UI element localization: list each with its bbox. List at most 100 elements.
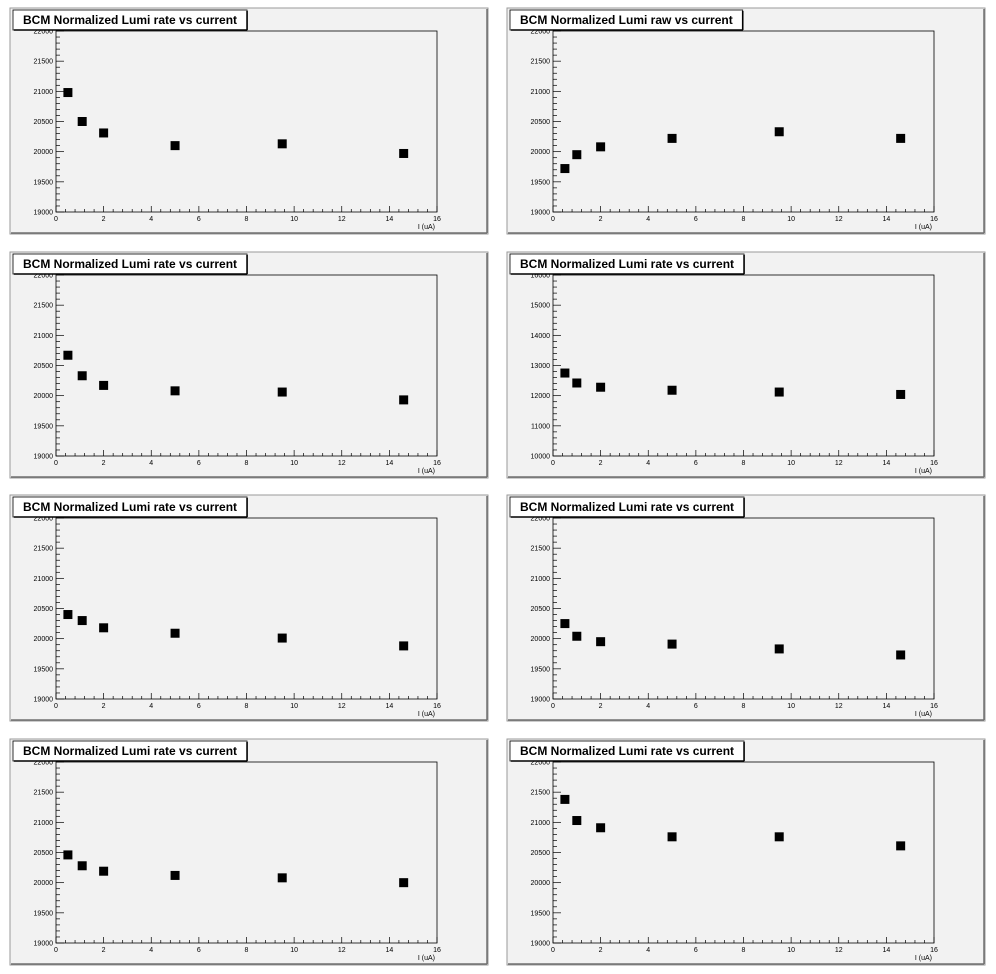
data-point [896,650,906,660]
chart-title: BCM Normalized Lumi rate vs current [520,257,734,271]
y-tick-label: 20500 [531,850,551,857]
y-tick-label: 13000 [531,363,551,370]
x-tick-label: 16 [930,947,938,954]
y-tick-label: 19500 [531,179,551,186]
data-point [667,133,677,143]
x-tick-label: 0 [551,216,555,223]
chart-title: BCM Normalized Lumi raw vs current [520,13,733,27]
x-tick-label: 12 [338,460,346,467]
x-tick-label: 4 [646,703,650,710]
data-point [277,873,287,883]
data-point [170,141,180,151]
x-axis-title: I (uA) [915,468,932,475]
plot-frame [552,761,935,944]
y-tick-label: 21000 [34,89,54,96]
y-tick-label: 19000 [531,697,551,704]
x-tick-label: 16 [930,216,938,223]
y-tick-label: 19000 [531,941,551,948]
y-tick-label: 20000 [34,880,54,887]
x-tick-label: 8 [245,947,249,954]
data-point [774,832,784,842]
x-axis-title: I (uA) [915,955,932,962]
x-tick-label: 8 [742,703,746,710]
plot-frame [552,517,935,700]
data-point [170,628,180,638]
x-tick-label: 6 [694,460,698,467]
chart-panel-6: 0 2 4 6 8 10 12 14 16 19000 19500 20000 20500 21000 21… [506,494,986,722]
y-tick-label: 20500 [34,363,54,370]
chart-panel-3: 0 2 4 6 8 10 12 14 16 19000 19500 20000 20500 21000 21… [9,251,489,479]
plot-frame [55,517,438,700]
data-point [596,382,606,392]
y-tick-label: 20500 [34,606,54,613]
x-axis-title: I (uA) [915,224,932,231]
chart-title-box: BCM Normalized Lumi rate vs current [12,740,248,762]
x-tick-label: 14 [882,947,890,954]
x-tick-label: 10 [290,460,298,467]
data-point [774,127,784,137]
chart-title-box: BCM Normalized Lumi rate vs current [509,253,745,275]
x-tick-label: 6 [197,460,201,467]
data-point [572,150,582,160]
x-tick-label: 4 [646,947,650,954]
x-tick-label: 14 [385,216,393,223]
chart-title: BCM Normalized Lumi rate vs current [23,744,237,758]
data-point [63,350,73,360]
chart-title-box: BCM Normalized Lumi rate vs current [12,253,248,275]
y-tick-label: 19500 [34,423,54,430]
y-tick-label: 16000 [531,273,551,280]
y-tick-label: 12000 [531,393,551,400]
x-tick-label: 16 [930,703,938,710]
x-tick-label: 0 [54,460,58,467]
data-point [170,870,180,880]
y-tick-label: 15000 [531,303,551,310]
y-tick-label: 21000 [531,89,551,96]
chart-panel-7: 0 2 4 6 8 10 12 14 16 19000 19500 20000 20500 21000 21… [9,738,489,966]
x-tick-label: 2 [599,460,603,467]
x-tick-label: 8 [245,216,249,223]
x-tick-label: 2 [599,216,603,223]
x-tick-label: 2 [102,703,106,710]
data-point [596,823,606,833]
x-tick-label: 8 [742,460,746,467]
data-point [99,128,109,138]
x-tick-label: 16 [433,703,441,710]
data-point [667,832,677,842]
data-point [596,637,606,647]
y-tick-label: 20000 [34,636,54,643]
y-tick-label: 19500 [34,910,54,917]
x-axis-title: I (uA) [418,955,435,962]
data-point [572,631,582,641]
data-point [277,387,287,397]
data-point [99,866,109,876]
data-point [896,133,906,143]
x-tick-label: 4 [646,216,650,223]
data-point [774,387,784,397]
data-point [399,395,409,405]
x-tick-label: 16 [433,216,441,223]
chart-panel-8: 0 2 4 6 8 10 12 14 16 19000 19500 20000 20500 21000 21… [506,738,986,966]
y-tick-label: 19000 [34,941,54,948]
x-tick-label: 14 [385,947,393,954]
x-tick-label: 16 [433,947,441,954]
data-point [277,139,287,149]
x-tick-label: 4 [149,460,153,467]
data-point [667,385,677,395]
y-tick-label: 20000 [531,149,551,156]
data-point [63,88,73,98]
chart-title-box: BCM Normalized Lumi rate vs current [12,9,248,31]
data-point [560,794,570,804]
x-tick-label: 8 [742,947,746,954]
x-tick-label: 6 [694,216,698,223]
y-tick-label: 22000 [531,760,551,767]
x-tick-label: 0 [54,216,58,223]
x-tick-label: 10 [290,703,298,710]
y-tick-label: 10000 [531,454,551,461]
plot-frame [552,274,935,457]
y-tick-label: 21000 [531,576,551,583]
y-tick-label: 19500 [34,179,54,186]
x-tick-label: 8 [245,703,249,710]
data-point [63,850,73,860]
data-point [560,619,570,629]
